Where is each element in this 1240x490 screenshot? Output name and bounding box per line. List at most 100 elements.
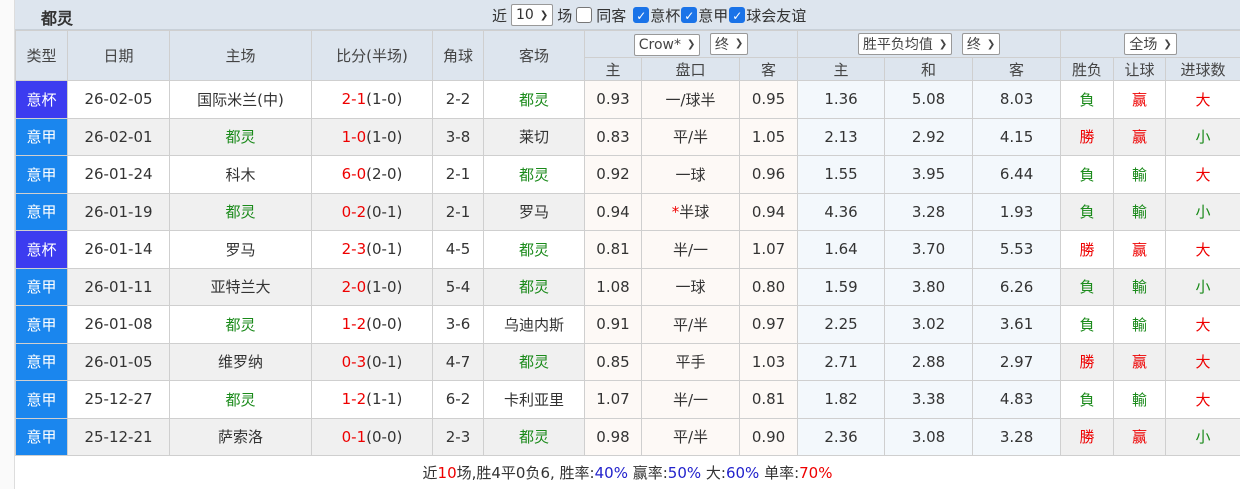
competition-badge[interactable]: 意甲 — [16, 193, 68, 231]
corners: 2-3 — [433, 418, 484, 456]
home-team[interactable]: 都灵 — [170, 306, 312, 344]
home-team[interactable]: 国际米兰(中) — [170, 81, 312, 119]
full-time-score: 2-1 — [342, 90, 367, 108]
corners: 3-6 — [433, 306, 484, 344]
competition-badge[interactable]: 意杯 — [16, 81, 68, 119]
score[interactable]: 1-0(1-0) — [312, 118, 433, 156]
comp-checkbox[interactable]: ✓ — [633, 7, 649, 23]
euro-away: 2.97 — [973, 343, 1061, 381]
away-team[interactable]: 都灵 — [484, 268, 585, 306]
competition-badge[interactable]: 意甲 — [16, 343, 68, 381]
home-team[interactable]: 萨索洛 — [170, 418, 312, 456]
table-row: 意甲 26-01-08 都灵 1-2(0-0) 3-6 乌迪内斯 0.91 平/… — [16, 306, 1240, 344]
away-team[interactable]: 都灵 — [484, 418, 585, 456]
odds-phase-value: 终 — [715, 34, 729, 54]
competition-badge[interactable]: 意甲 — [16, 156, 68, 194]
away-team[interactable]: 卡利亚里 — [484, 381, 585, 419]
team-title: 都灵 — [41, 5, 73, 29]
goals-result: 小 — [1166, 193, 1240, 231]
euro-home: 2.36 — [798, 418, 885, 456]
result-scope-select[interactable]: 全场 ❯ — [1124, 33, 1176, 55]
corners: 2-2 — [433, 81, 484, 119]
handicap-result: 輸 — [1114, 156, 1166, 194]
score[interactable]: 0-2(0-1) — [312, 193, 433, 231]
near-label: 近 — [492, 5, 507, 26]
competition-badge[interactable]: 意杯 — [16, 231, 68, 269]
handicap-result: 輸 — [1114, 268, 1166, 306]
score[interactable]: 2-0(1-0) — [312, 268, 433, 306]
away-team[interactable]: 都灵 — [484, 231, 585, 269]
col-score: 比分(半场) — [312, 31, 433, 81]
summary-text: 近 — [423, 464, 438, 482]
competition-badge[interactable]: 意甲 — [16, 381, 68, 419]
away-team[interactable]: 乌迪内斯 — [484, 306, 585, 344]
odds-company-select[interactable]: Crow*❯ — [634, 34, 701, 56]
match-date: 26-01-19 — [68, 193, 170, 231]
home-team[interactable]: 亚特兰大 — [170, 268, 312, 306]
odds-away: 0.90 — [740, 418, 798, 456]
half-time-score: (0-0) — [366, 315, 402, 333]
euro-home: 1.55 — [798, 156, 885, 194]
away-team[interactable]: 罗马 — [484, 193, 585, 231]
handicap: 半/一 — [642, 231, 740, 269]
match-count-select[interactable]: 10❯ — [511, 4, 553, 26]
unit-label: 场 — [557, 5, 572, 26]
home-team[interactable]: 维罗纳 — [170, 343, 312, 381]
euro-phase-select[interactable]: 终❯ — [962, 33, 1000, 55]
odds-header: Crow*❯ 终❯ — [585, 31, 798, 58]
score[interactable]: 1-2(0-0) — [312, 306, 433, 344]
home-team[interactable]: 罗马 — [170, 231, 312, 269]
home-team[interactable]: 都灵 — [170, 381, 312, 419]
handicap-result: 赢 — [1114, 343, 1166, 381]
handicap-value: 半球 — [679, 203, 709, 221]
euro-away: 5.53 — [973, 231, 1061, 269]
handicap-win-rate: 50% — [668, 464, 701, 482]
score[interactable]: 2-3(0-1) — [312, 231, 433, 269]
euro-away: 4.15 — [973, 118, 1061, 156]
euro-type-select[interactable]: 胜平负均值❯ — [858, 33, 952, 55]
home-team[interactable]: 都灵 — [170, 193, 312, 231]
euro-away: 6.26 — [973, 268, 1061, 306]
odds-away: 1.07 — [740, 231, 798, 269]
score[interactable]: 0-3(0-1) — [312, 343, 433, 381]
result: 負 — [1061, 306, 1114, 344]
chevron-down-icon: ❯ — [687, 39, 695, 50]
score[interactable]: 2-1(1-0) — [312, 81, 433, 119]
handicap-value: 一球 — [675, 278, 705, 296]
handicap-value: 平/半 — [673, 128, 708, 146]
result-scope-value: 全场 — [1129, 34, 1157, 54]
away-team[interactable]: 都灵 — [484, 81, 585, 119]
goals-result: 小 — [1166, 418, 1240, 456]
euro-phase-value: 终 — [967, 34, 981, 54]
goals-result: 小 — [1166, 118, 1240, 156]
table-row: 意甲 26-01-24 科木 6-0(2-0) 2-1 都灵 0.92 一球 0… — [16, 156, 1240, 194]
table-row: 意杯 26-01-14 罗马 2-3(0-1) 4-5 都灵 0.81 半/一 … — [16, 231, 1240, 269]
comp-checkbox[interactable]: ✓ — [681, 7, 697, 23]
odds-home: 1.08 — [585, 268, 642, 306]
competition-badge[interactable]: 意甲 — [16, 118, 68, 156]
handicap: 一球 — [642, 156, 740, 194]
half-time-score: (1-0) — [366, 278, 402, 296]
comp-checkbox[interactable]: ✓ — [729, 7, 745, 23]
away-team[interactable]: 都灵 — [484, 343, 585, 381]
odds-phase-select[interactable]: 终❯ — [710, 33, 748, 55]
same-away-checkbox[interactable] — [576, 7, 592, 23]
chevron-down-icon: ❯ — [1163, 39, 1171, 50]
score[interactable]: 6-0(2-0) — [312, 156, 433, 194]
home-team[interactable]: 都灵 — [170, 118, 312, 156]
score[interactable]: 0-1(0-0) — [312, 418, 433, 456]
home-team[interactable]: 科木 — [170, 156, 312, 194]
away-team[interactable]: 都灵 — [484, 156, 585, 194]
goals-result: 大 — [1166, 381, 1240, 419]
away-team[interactable]: 莱切 — [484, 118, 585, 156]
result: 負 — [1061, 381, 1114, 419]
competition-badge[interactable]: 意甲 — [16, 418, 68, 456]
col-away: 客场 — [484, 31, 585, 81]
competition-badge[interactable]: 意甲 — [16, 268, 68, 306]
competition-badge[interactable]: 意甲 — [16, 306, 68, 344]
odds-away: 0.95 — [740, 81, 798, 119]
full-time-score: 0-3 — [342, 353, 367, 371]
score[interactable]: 1-2(1-1) — [312, 381, 433, 419]
corners: 2-1 — [433, 193, 484, 231]
handicap-result: 赢 — [1114, 81, 1166, 119]
